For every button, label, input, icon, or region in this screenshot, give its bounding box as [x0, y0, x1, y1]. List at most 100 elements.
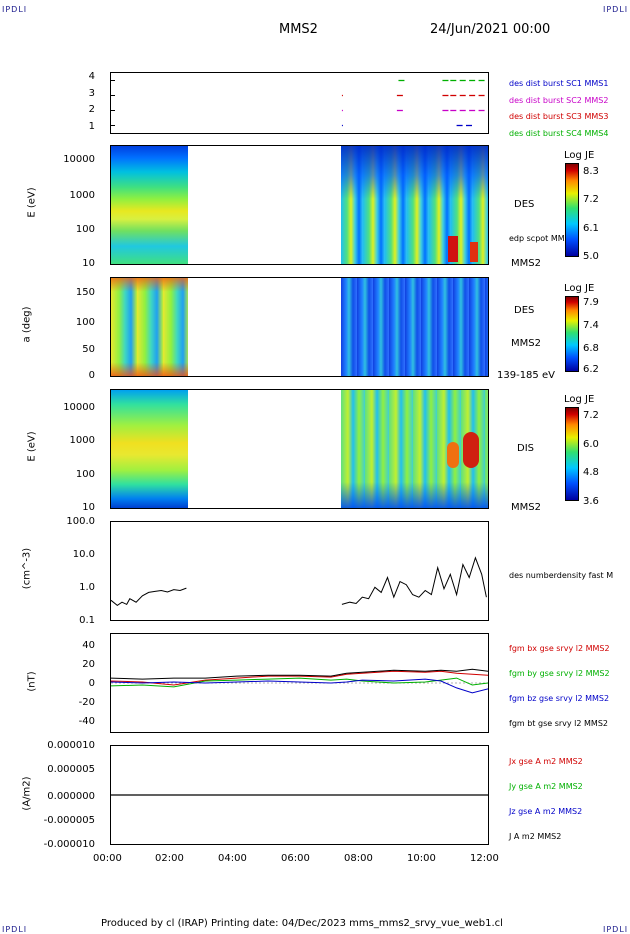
y-tick-label: 1 [88, 121, 95, 132]
y-tick-label: 0 [88, 678, 95, 689]
des-energy-panel [110, 145, 489, 265]
des-energy-ylabel: E (eV) [26, 187, 38, 218]
colorbar-tick-label: 6.1 [583, 223, 599, 234]
bfield-legend-entry: fgm bt gse srvy l2 MMS2 [509, 719, 608, 728]
y-tick-label: 100 [75, 224, 95, 235]
burst-legend-entry: des dist burst SC3 MMS3 [509, 112, 609, 121]
y-tick-label: 10 [82, 258, 95, 269]
des-hot-spot [470, 242, 478, 262]
current-legend-entry: Jx gse A m2 MMS2 [509, 757, 583, 766]
dis-label: DIS [517, 443, 534, 454]
density-series-line [111, 587, 187, 607]
x-tick-label: 08:00 [344, 853, 373, 864]
current-legend-entry: Jz gse A m2 MMS2 [509, 807, 583, 816]
current-panel [110, 745, 489, 845]
y-tick-label: 0.000010 [47, 740, 95, 751]
colorbar-tick-label: 7.9 [583, 297, 599, 308]
current-plot [111, 794, 488, 796]
y-tick-label: 1000 [69, 190, 95, 201]
edp-label: edp scpot MMS2 [509, 234, 575, 243]
y-tick-label: 0.1 [79, 615, 95, 626]
colorbar-tick-label: 7.4 [583, 320, 599, 331]
burst-legend-entry: des dist burst SC1 MMS1 [509, 79, 609, 88]
burst-plot [111, 79, 485, 127]
bfield-panel [110, 633, 489, 733]
bfield-legend-entry: fgm bz gse srvy l2 MMS2 [509, 694, 610, 703]
sc-label: MMS2 [511, 502, 541, 513]
dis-spectrogram-block-1 [111, 390, 188, 508]
energy-range-label: 139-185 eV [497, 370, 555, 381]
density-ylabel: (cm^-3) [21, 547, 33, 590]
des-spectrogram-block-2 [341, 146, 488, 264]
footer-text: Produced by cl (IRAP) Printing date: 04/… [101, 918, 503, 929]
burst-legend-entry: des dist burst SC4 MMS4 [509, 128, 609, 138]
y-tick-label: 0 [88, 370, 95, 381]
density-series-line [341, 556, 487, 605]
colorbar-tick-label: 5.0 [583, 251, 599, 262]
sc-label: MMS2 [511, 258, 541, 269]
colorbar-tick-label: 8.3 [583, 166, 599, 177]
y-tick-label: 0.000005 [47, 764, 95, 775]
des-pitch-ylabel: a (deg) [21, 306, 33, 343]
y-tick-label: 4 [88, 71, 95, 82]
des-spectrogram-block-1 [111, 146, 188, 264]
current-ylabel: (A/m2) [21, 776, 33, 811]
corner-mark: IPDLI [2, 925, 28, 934]
x-tick-label: 00:00 [93, 853, 122, 864]
burst-legend-entry: des dist burst SC2 MMS2 [509, 95, 609, 105]
x-tick-label: 06:00 [281, 853, 310, 864]
colorbar [565, 296, 579, 372]
page-title: MMS2 [279, 22, 318, 37]
cbar-title: Log JE [564, 283, 595, 294]
plot-date: 24/Jun/2021 00:00 [430, 22, 551, 37]
current-legend-entry: Jy gse A m2 MMS2 [509, 782, 583, 791]
des-pitch-panel [110, 277, 489, 377]
y-tick-label: 10000 [63, 402, 95, 413]
corner-mark: IPDLI [603, 5, 629, 14]
bfield-ylabel: (nT) [26, 671, 38, 692]
y-tick-label: -20 [78, 697, 95, 708]
pitch-spectrogram-block-1 [111, 278, 188, 376]
des-hot-spot [448, 236, 458, 262]
y-tick-label: 1.0 [79, 582, 95, 593]
y-tick-label: 10.0 [72, 549, 95, 560]
corner-mark: IPDLI [2, 5, 28, 14]
burst-panel [110, 72, 489, 134]
y-tick-label: 0.000000 [47, 791, 95, 802]
x-tick-label: 04:00 [218, 853, 247, 864]
colorbar-tick-label: 4.8 [583, 467, 599, 478]
y-tick-label: -0.000010 [43, 839, 95, 850]
x-tick-label: 02:00 [155, 853, 184, 864]
y-tick-label: 100 [75, 469, 95, 480]
density-plot [111, 556, 487, 607]
des-label: DES [514, 305, 535, 316]
density-label: des numberdensity fast M [509, 571, 614, 580]
colorbar-tick-label: 6.0 [583, 439, 599, 450]
pitch-spectrogram-block-2 [341, 278, 488, 376]
y-tick-label: 10000 [63, 154, 95, 165]
y-tick-label: -40 [78, 716, 95, 727]
x-tick-label: 12:00 [470, 853, 499, 864]
x-tick-label: 10:00 [407, 853, 436, 864]
colorbar-tick-label: 6.2 [583, 364, 599, 375]
bfield-legend-entry: fgm bx gse srvy l2 MMS2 [509, 644, 610, 653]
colorbar-tick-label: 6.8 [583, 343, 599, 354]
des-label: DES [514, 199, 535, 210]
current-legend-entry: J A m2 MMS2 [509, 832, 562, 841]
y-tick-label: 40 [82, 640, 95, 651]
colorbar-tick-label: 3.6 [583, 496, 599, 507]
dis-energy-panel [110, 389, 489, 509]
density-panel [110, 521, 489, 621]
colorbar-tick-label: 7.2 [583, 194, 599, 205]
sc-label: MMS2 [511, 338, 541, 349]
y-tick-label: 50 [82, 344, 95, 355]
y-tick-label: 10 [82, 502, 95, 513]
bfield-series-line [111, 678, 488, 694]
dis-hot-spot [463, 432, 479, 468]
y-tick-label: 20 [82, 659, 95, 670]
corner-mark: IPDLI [603, 925, 629, 934]
dis-hot-spot [447, 442, 459, 468]
bfield-series-line [111, 668, 488, 680]
y-tick-label: 3 [88, 88, 95, 99]
y-tick-label: -0.000005 [43, 815, 95, 826]
